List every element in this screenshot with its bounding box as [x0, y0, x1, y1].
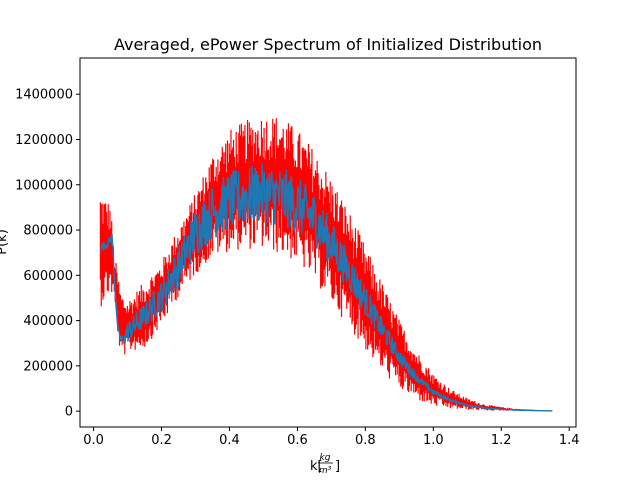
x-axis-label-suffix: ]: [335, 459, 340, 474]
y-tick-label: 1400000: [15, 88, 73, 103]
x-tick-label: 1.0: [423, 433, 444, 448]
x-tick-label: 0.6: [287, 433, 308, 448]
y-tick-label: 800000: [23, 224, 73, 239]
x-tick-label: 0.8: [355, 433, 376, 448]
y-tick-label: 200000: [23, 359, 73, 374]
y-axis: 0 200000 400000 600000 800000 1000000 1200000 1…: [15, 88, 80, 420]
y-tick-label: 1200000: [15, 133, 73, 148]
chart-title: Averaged, ePower Spectrum of Initialized…: [114, 35, 542, 54]
x-tick-label: 0.0: [83, 433, 104, 448]
y-tick-label: 1000000: [15, 178, 73, 193]
x-axis-label-denominator: m³: [319, 466, 332, 476]
y-tick-label: 0: [65, 405, 73, 420]
y-tick-label: 400000: [23, 314, 73, 329]
x-axis-label: k[ kg m³ ]: [310, 453, 340, 476]
x-tick-label: 1.2: [491, 433, 512, 448]
y-tick-label: 600000: [23, 269, 73, 284]
x-tick-label: 0.4: [219, 433, 240, 448]
x-tick-label: 1.4: [559, 433, 580, 448]
plot-frame: [79, 57, 577, 428]
x-tick-label: 0.2: [151, 433, 172, 448]
x-axis-label-numerator: kg: [320, 453, 331, 463]
y-axis-label: P(k): [0, 229, 10, 255]
mean-line: [100, 163, 553, 412]
mean-line-series: [100, 163, 553, 412]
x-axis: 0.0 0.2 0.4 0.6 0.8 1.0 1.2 1.4: [83, 427, 580, 448]
